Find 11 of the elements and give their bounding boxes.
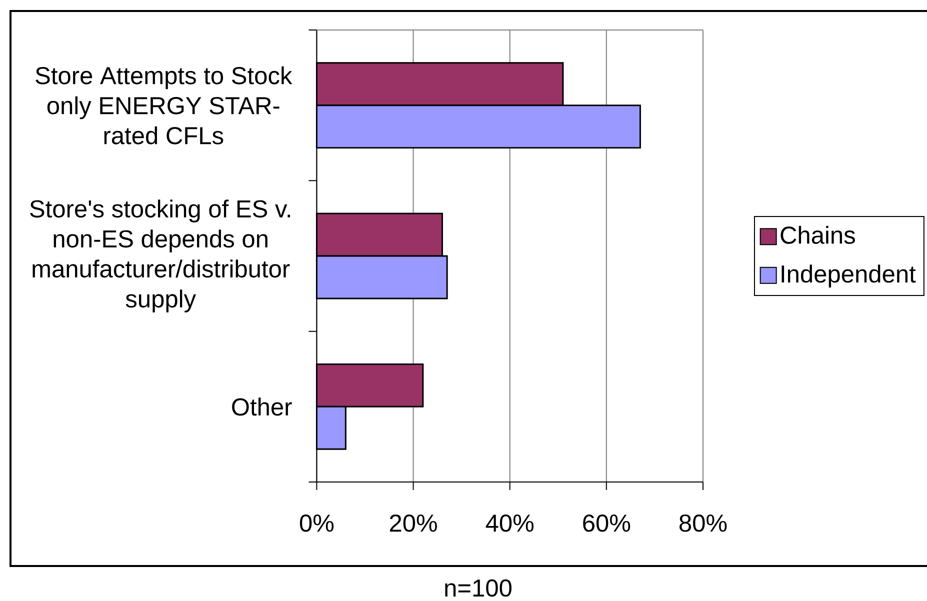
x-tick-label: 40% [486, 514, 534, 532]
y-tick-label: Other [232, 398, 292, 416]
legend-label: Independent [782, 264, 916, 288]
y-tick-label: Store's stocking of ES v. non-ES depends on manufacturer/distributor supply [30, 200, 290, 312]
text: n=100 [445, 579, 512, 597]
x-tick-label: 60% [583, 514, 630, 532]
x-tick-label: 20% [390, 514, 437, 532]
legend-label: Chains [780, 226, 855, 244]
x-tick-label: 0% [300, 514, 334, 532]
y-tick-label: Store Attempts to Stock only ENERGY STAR-rated CFLs [36, 66, 292, 144]
x-tick-label: 80% [680, 514, 727, 532]
